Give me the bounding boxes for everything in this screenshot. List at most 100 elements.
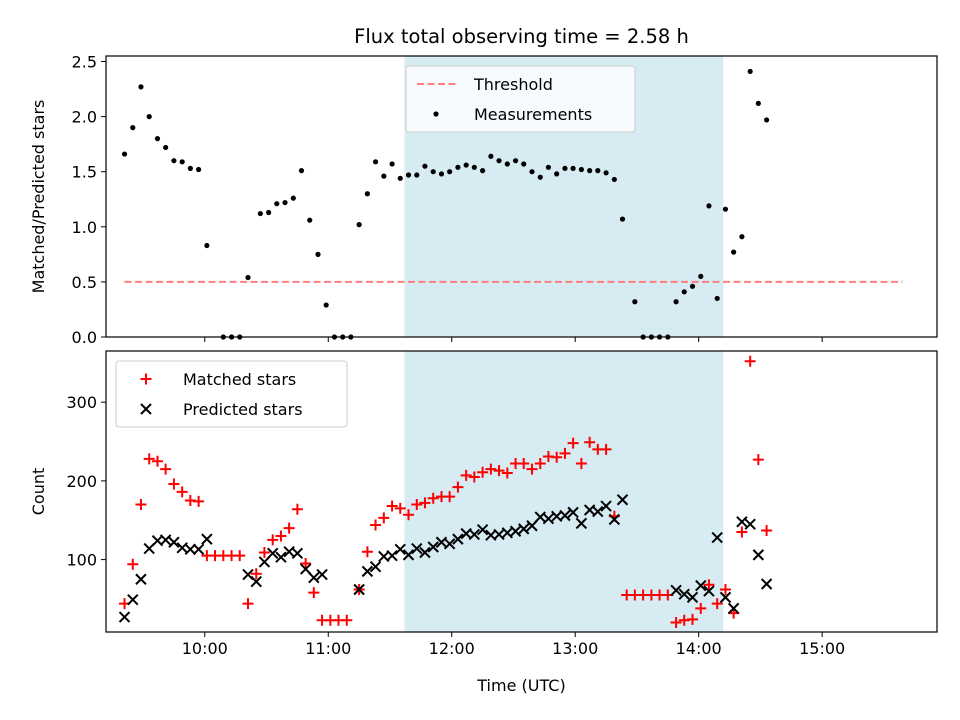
matched-star-marker bbox=[670, 617, 682, 629]
plot-frame bbox=[105, 55, 938, 338]
measurement-point bbox=[455, 164, 461, 170]
measurement-point bbox=[274, 201, 280, 207]
predicted-star-marker bbox=[291, 547, 304, 559]
matched-star-marker bbox=[567, 437, 579, 449]
measurement-point bbox=[471, 164, 477, 170]
measurement-point bbox=[496, 158, 502, 164]
y-tick-label: 0.5 bbox=[72, 273, 97, 292]
matched-star-marker bbox=[444, 491, 456, 503]
measurement-point bbox=[397, 175, 403, 181]
matched-star-marker bbox=[370, 519, 382, 531]
predicted-star-marker bbox=[476, 523, 489, 536]
legend-matched-swatch bbox=[140, 373, 152, 385]
predicted-star-marker bbox=[159, 534, 172, 546]
panel-bottom: 10:00 11:00 12:00 13:00 14:00 15:00 100 200 300 C… bbox=[29, 350, 938, 695]
measurement-point bbox=[689, 283, 696, 289]
predicted-star-marker bbox=[744, 518, 756, 530]
matched-star-marker bbox=[452, 481, 464, 493]
measurement-point bbox=[414, 172, 420, 178]
predicted-star-marker bbox=[266, 547, 279, 559]
measurement-point bbox=[146, 114, 152, 120]
x-axis-label: Time (UTC) bbox=[476, 676, 565, 695]
legend-label: Measurements bbox=[474, 105, 592, 124]
predicted-star-marker bbox=[452, 533, 464, 545]
matched-star-marker bbox=[703, 579, 715, 591]
predicted-star-marker bbox=[468, 528, 481, 541]
predicted-star-marker bbox=[559, 509, 571, 522]
measurement-point bbox=[323, 302, 329, 308]
measurement-point bbox=[282, 199, 288, 206]
predicted-star-marker bbox=[509, 525, 522, 537]
measurement-point bbox=[138, 84, 144, 90]
predicted-star-marker bbox=[201, 533, 213, 545]
plot-frame bbox=[105, 350, 938, 633]
legend-label: Threshold bbox=[473, 75, 553, 94]
matched-star-marker bbox=[719, 583, 731, 595]
matched-star-marker bbox=[394, 502, 406, 514]
predicted-star-marker bbox=[168, 536, 180, 548]
measurement-point bbox=[447, 169, 453, 175]
matched-star-marker bbox=[687, 613, 699, 625]
measurement-point bbox=[714, 295, 720, 302]
predicted-star-marker bbox=[250, 575, 262, 588]
matched-star-marker bbox=[575, 458, 587, 470]
measurement-point bbox=[266, 209, 272, 216]
measurement-point bbox=[747, 68, 753, 75]
matched-star-marker bbox=[308, 587, 320, 599]
predicted-star-marker bbox=[711, 531, 723, 544]
matched-star-marker bbox=[584, 436, 596, 448]
predicted-star-marker bbox=[369, 560, 382, 573]
matched-star-marker bbox=[485, 463, 497, 475]
matched-star-marker bbox=[135, 498, 147, 510]
predicted-star-marker bbox=[678, 588, 690, 600]
matched-star-marker bbox=[711, 598, 723, 610]
matched-star-marker bbox=[258, 547, 270, 559]
measurement-point bbox=[537, 174, 543, 180]
measurement-point bbox=[512, 158, 519, 164]
x-tick-label: 15:00 bbox=[799, 639, 845, 658]
predicted-star-marker bbox=[316, 568, 328, 581]
predicted-star-marker bbox=[526, 520, 538, 532]
matched-star-marker bbox=[411, 498, 423, 510]
matched-star-marker bbox=[518, 458, 530, 470]
measurement-point bbox=[611, 176, 617, 183]
measurement-point bbox=[681, 289, 687, 295]
measurement-point bbox=[562, 165, 568, 171]
measurement-point bbox=[595, 168, 601, 174]
measurement-point bbox=[673, 299, 679, 305]
y-tick-label: 1.5 bbox=[72, 163, 97, 182]
matched-star-marker bbox=[559, 447, 571, 459]
measurement-point bbox=[405, 172, 412, 178]
matched-star-marker bbox=[168, 478, 180, 490]
matched-star-marker bbox=[403, 509, 415, 521]
measurement-point bbox=[196, 166, 202, 173]
measurement-point bbox=[603, 170, 609, 176]
predicted-star-marker bbox=[275, 551, 287, 563]
measurement-point bbox=[163, 144, 169, 151]
y-tick-label: 100 bbox=[66, 551, 97, 570]
predicted-star-marker bbox=[258, 556, 271, 568]
measurement-point bbox=[422, 163, 428, 169]
chart-title: Flux total observing time = 2.58 h bbox=[354, 25, 689, 48]
matched-star-marker bbox=[501, 467, 513, 479]
y-axis-label: Count bbox=[29, 468, 48, 516]
measurement-point bbox=[372, 159, 379, 165]
predicted-star-marker bbox=[575, 517, 588, 530]
legend-predicted-swatch bbox=[140, 403, 152, 415]
matched-star-marker bbox=[275, 530, 287, 542]
matched-star-marker bbox=[250, 568, 262, 580]
predicted-star-marker bbox=[616, 494, 629, 506]
measurement-point bbox=[698, 273, 704, 279]
matched-star-marker bbox=[526, 463, 538, 475]
measurement-point bbox=[179, 159, 185, 165]
predicted-star-marker bbox=[760, 578, 773, 590]
measurement-point bbox=[578, 166, 584, 173]
matched-star-marker bbox=[193, 495, 205, 507]
predicted-star-marker bbox=[127, 594, 139, 606]
matched-star-marker bbox=[761, 524, 773, 536]
measurement-point bbox=[587, 168, 593, 174]
measurement-point bbox=[554, 171, 560, 177]
y-axis-label: Matched/Predicted stars bbox=[29, 100, 48, 294]
measurement-point bbox=[764, 117, 770, 123]
matched-star-marker bbox=[300, 558, 312, 570]
